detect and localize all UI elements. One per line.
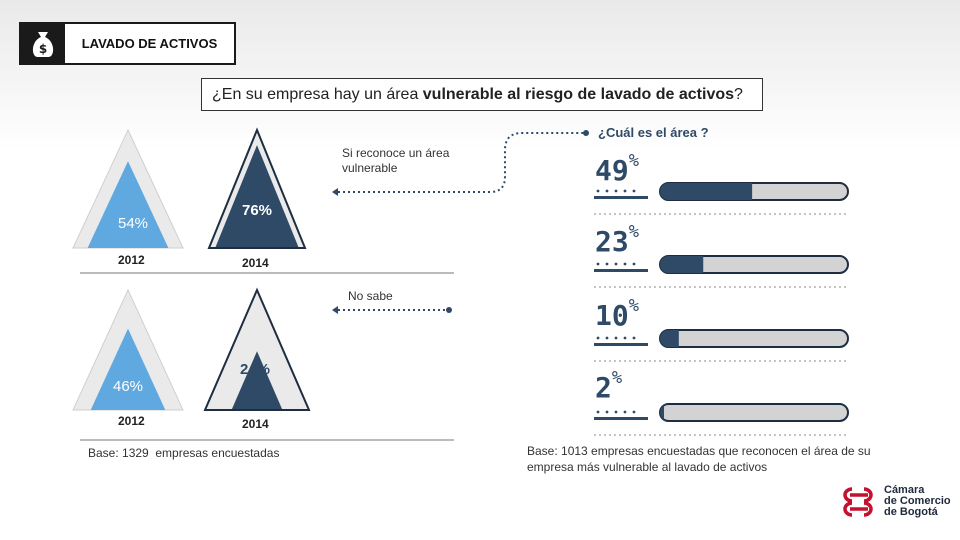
pct-dot-3 xyxy=(605,410,609,414)
pct-dot-0 xyxy=(605,189,609,193)
no-sabe-dot xyxy=(446,307,452,313)
base-left: Base: 1329 empresas encuestadas xyxy=(88,446,280,460)
pct-number: 2 xyxy=(595,371,612,404)
pct-label-2012-yes: 54% xyxy=(118,215,149,232)
pct-dot-3 xyxy=(614,410,618,414)
section-title: LAVADO DE ACTIVOS xyxy=(81,36,218,51)
pct-unit: % xyxy=(628,150,639,171)
pct-number: 10 xyxy=(595,299,629,332)
base-right: Base: 1013 empresas encuestadas que reco… xyxy=(527,444,871,474)
note-si-reconoce: Si reconoce un área vulnerable xyxy=(342,146,450,175)
year-label-2012-no: 2012 xyxy=(118,414,145,428)
triangle-outline-2014-yes xyxy=(207,127,307,249)
pct-dot-0 xyxy=(632,189,636,193)
money-bag-icon: $ xyxy=(21,24,65,63)
pct-dot-3 xyxy=(596,410,600,414)
pct-dot-1 xyxy=(596,262,600,266)
pct-underline-1 xyxy=(594,269,648,272)
section-tag: $ LAVADO DE ACTIVOS xyxy=(19,22,236,65)
ccb-logo-icon xyxy=(843,486,873,517)
svg-text:$: $ xyxy=(39,42,47,56)
year-label-2012-yes: 2012 xyxy=(118,253,145,267)
pct-unit: % xyxy=(628,221,639,242)
bar-fill-2 xyxy=(660,330,679,347)
area-title: ¿Cuál es el área ? xyxy=(598,125,709,140)
logo-line-3: de Bogotá xyxy=(884,506,938,518)
note-no-sabe: No sabe xyxy=(348,289,393,303)
pct-dot-2 xyxy=(596,336,600,340)
pct-dot-2 xyxy=(623,336,627,340)
pct-unit: % xyxy=(611,367,623,388)
triangle-fill-2012-no xyxy=(90,328,166,410)
connector-dot xyxy=(583,130,589,136)
pct-dot-0 xyxy=(614,189,618,193)
logo-text: Cámara de Comercio de Bogotá xyxy=(884,485,951,518)
bar-track-3 xyxy=(659,403,849,422)
bar-fill-3 xyxy=(660,404,669,421)
pointer-arrow-no xyxy=(332,306,338,314)
triangle-outline-2014-no xyxy=(203,287,311,411)
question-bold: vulnerable al riesgo de lavado de activo… xyxy=(422,85,735,103)
question-suffix: ? xyxy=(734,85,743,103)
year-label-2014-yes: 2014 xyxy=(242,256,269,270)
pct-label-2014-yes: 76% xyxy=(242,202,273,219)
pct-dot-3 xyxy=(632,410,636,414)
pct-underline-0 xyxy=(594,196,648,199)
pointer-arrow-yes xyxy=(332,188,338,196)
pct-value-23: 23% xyxy=(595,221,639,258)
pct-label-2012-no: 46% xyxy=(113,378,144,395)
bar-track-2 xyxy=(659,329,849,348)
pct-value-10: 10% xyxy=(595,295,639,332)
bar-fill-1 xyxy=(660,256,704,273)
pct-dot-2 xyxy=(632,336,636,340)
pct-number: 23 xyxy=(595,225,629,258)
pct-underline-3 xyxy=(594,417,648,420)
bar-fill-0 xyxy=(660,183,753,200)
pct-dot-0 xyxy=(596,189,600,193)
pct-dot-1 xyxy=(632,262,636,266)
pct-dot-0 xyxy=(623,189,627,193)
pct-dot-1 xyxy=(605,262,609,266)
logo-line-2: de Comercio xyxy=(884,495,951,507)
pct-number: 49 xyxy=(595,154,629,187)
triangle-fill-2014-yes xyxy=(215,145,299,248)
question-prefix: ¿En su empresa hay un área xyxy=(212,85,423,103)
pct-dot-2 xyxy=(614,336,618,340)
pct-value-49: 49% xyxy=(595,150,639,187)
logo-line-1: Cámara xyxy=(884,484,925,496)
pct-unit: % xyxy=(628,295,639,316)
pct-underline-2 xyxy=(594,343,648,346)
logo-block: Cámara de Comercio de Bogotá xyxy=(838,485,951,518)
year-label-2014-no: 2014 xyxy=(242,417,269,431)
pct-dot-3 xyxy=(623,410,627,414)
triangle-fill-2014-no xyxy=(231,351,283,410)
pct-dot-1 xyxy=(614,262,618,266)
pct-dot-1 xyxy=(623,262,627,266)
triangle-fill-2012-yes xyxy=(87,161,169,248)
pct-label-2014-no: 24% xyxy=(240,361,271,378)
pct-dot-2 xyxy=(605,336,609,340)
survey-question: ¿En su empresa hay un área vulnerable al… xyxy=(201,78,763,111)
pct-value-2: 2% xyxy=(595,367,623,404)
